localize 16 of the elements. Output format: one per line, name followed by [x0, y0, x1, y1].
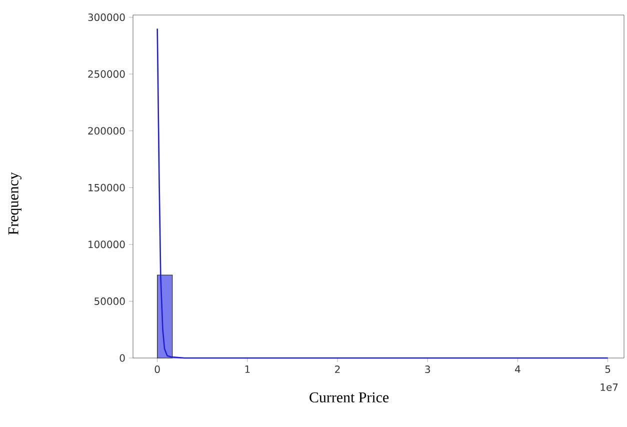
- x-tick-label: 2: [335, 366, 340, 373]
- x-tick-label: 3: [425, 366, 430, 374]
- y-tick-label: 100000: [88, 240, 125, 248]
- x-tick-label: 4: [515, 366, 520, 373]
- y-tick-label: 250000: [88, 70, 125, 78]
- y-tick-label: 300000: [88, 13, 125, 22]
- x-tick-label: 5: [605, 366, 610, 373]
- x-tick-label: 0: [154, 366, 160, 374]
- text: 1e7: [600, 384, 618, 391]
- y-tick-label: 50000: [94, 297, 125, 305]
- x-tick-label: 1: [245, 366, 250, 373]
- y-tick-label: 200000: [88, 127, 125, 135]
- x-axis-title: Current Price: [310, 392, 389, 402]
- y-axis-title: Frequency: [8, 172, 22, 235]
- y-tick-label: 150000: [88, 184, 125, 192]
- y-tick-label: 0: [120, 354, 125, 362]
